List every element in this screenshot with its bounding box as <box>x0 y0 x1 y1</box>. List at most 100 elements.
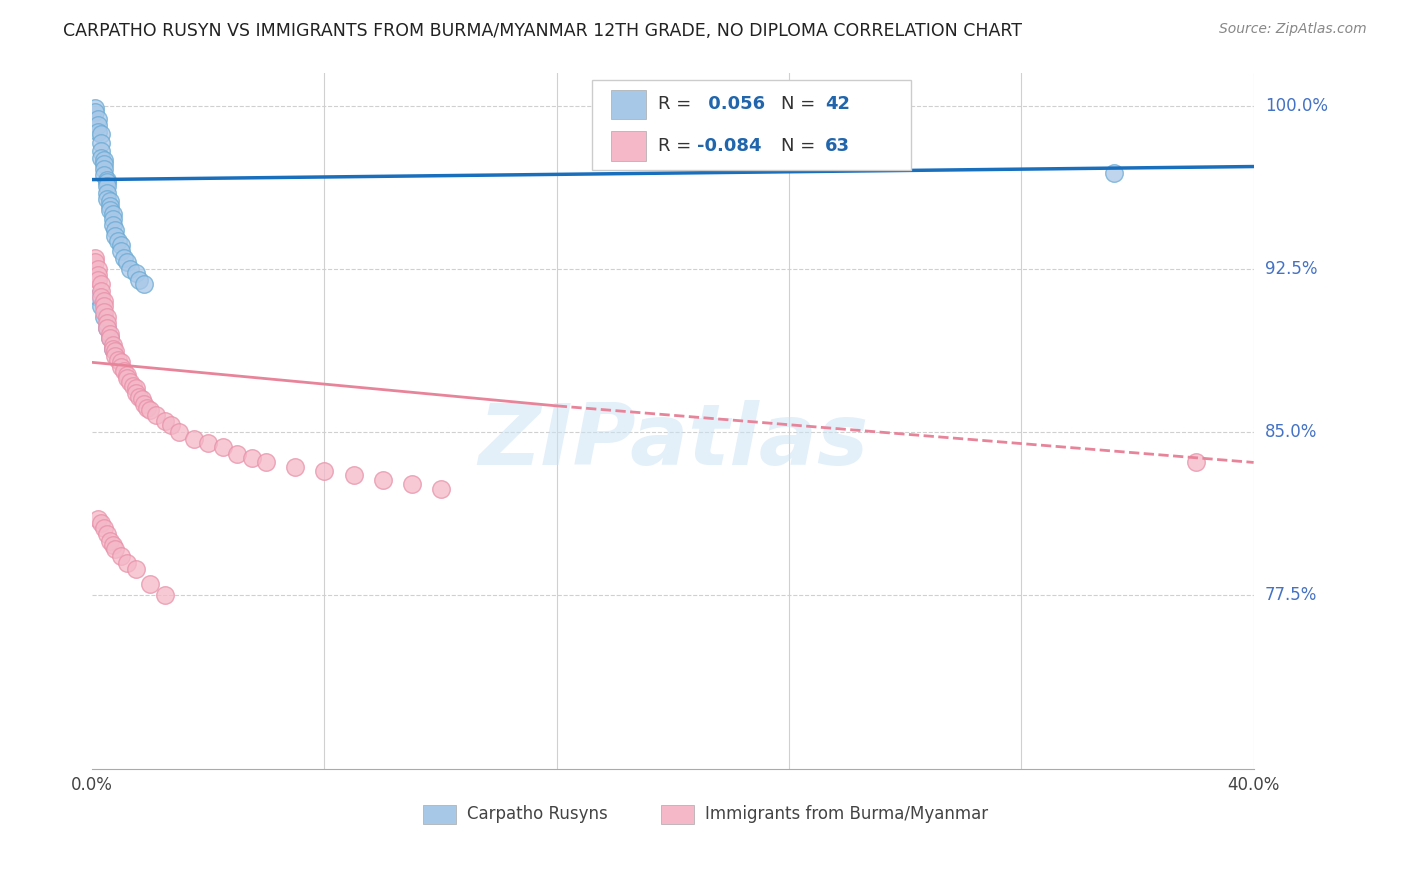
Point <box>96 320 118 334</box>
Point <box>96 310 118 324</box>
Point <box>104 229 127 244</box>
Point <box>125 385 148 400</box>
Point <box>211 440 233 454</box>
Point <box>98 327 121 342</box>
Point <box>90 136 112 150</box>
Point <box>101 538 124 552</box>
Point <box>125 562 148 576</box>
Point <box>115 368 138 383</box>
Point <box>90 151 112 165</box>
Point <box>98 331 121 345</box>
Point <box>96 320 118 334</box>
FancyBboxPatch shape <box>612 90 647 119</box>
Point <box>93 294 115 309</box>
Point <box>139 577 162 591</box>
Point <box>115 370 138 384</box>
Point <box>110 355 132 369</box>
Point <box>136 401 159 415</box>
Point <box>101 219 124 233</box>
Text: R =: R = <box>658 95 697 113</box>
Point <box>254 455 277 469</box>
Point <box>96 186 118 200</box>
Point <box>90 127 112 141</box>
Point <box>93 310 115 324</box>
Point <box>284 459 307 474</box>
Point <box>134 277 156 291</box>
Point <box>139 403 162 417</box>
Point <box>90 284 112 298</box>
Point <box>110 359 132 374</box>
Text: Immigrants from Burma/Myanmar: Immigrants from Burma/Myanmar <box>706 805 988 823</box>
Point <box>107 234 129 248</box>
Point <box>101 343 124 357</box>
Point <box>84 251 107 265</box>
Point <box>96 175 118 189</box>
Point <box>90 145 112 159</box>
Point <box>101 211 124 226</box>
Point <box>93 521 115 535</box>
Point <box>96 527 118 541</box>
Point <box>101 338 124 352</box>
Point <box>115 556 138 570</box>
Point <box>87 112 110 126</box>
Point <box>104 349 127 363</box>
Text: CARPATHO RUSYN VS IMMIGRANTS FROM BURMA/MYANMAR 12TH GRADE, NO DIPLOMA CORRELATI: CARPATHO RUSYN VS IMMIGRANTS FROM BURMA/… <box>63 22 1022 40</box>
Point <box>314 464 336 478</box>
Text: 77.5%: 77.5% <box>1265 586 1317 604</box>
Text: R =: R = <box>658 137 697 155</box>
Point <box>96 179 118 194</box>
Point <box>342 468 364 483</box>
Text: N =: N = <box>780 95 821 113</box>
Point <box>128 390 150 404</box>
Point <box>112 251 135 265</box>
Point <box>96 172 118 186</box>
Point <box>429 482 451 496</box>
Text: 42: 42 <box>825 95 851 113</box>
FancyBboxPatch shape <box>423 805 456 824</box>
FancyBboxPatch shape <box>612 131 647 161</box>
FancyBboxPatch shape <box>592 80 911 170</box>
Point <box>90 290 112 304</box>
Point <box>118 261 141 276</box>
Point <box>87 268 110 283</box>
Point <box>84 255 107 269</box>
Point <box>371 473 394 487</box>
Point <box>98 533 121 548</box>
Point <box>125 266 148 280</box>
Point <box>153 588 176 602</box>
Point <box>90 516 112 531</box>
Point <box>90 277 112 291</box>
Text: 92.5%: 92.5% <box>1265 260 1317 277</box>
Point <box>84 105 107 120</box>
Point <box>110 549 132 563</box>
Point <box>93 299 115 313</box>
Point <box>131 392 153 407</box>
Point <box>110 238 132 252</box>
Point <box>98 199 121 213</box>
Point <box>128 273 150 287</box>
Point <box>1102 166 1125 180</box>
Point <box>87 118 110 132</box>
Point <box>159 418 181 433</box>
Point <box>98 194 121 209</box>
Point <box>401 477 423 491</box>
Point <box>110 244 132 259</box>
Text: ZIPatlas: ZIPatlas <box>478 401 868 483</box>
Point <box>104 222 127 236</box>
Point <box>87 261 110 276</box>
Point <box>107 353 129 368</box>
Point <box>93 157 115 171</box>
Point <box>93 161 115 176</box>
Text: Source: ZipAtlas.com: Source: ZipAtlas.com <box>1219 22 1367 37</box>
Point <box>93 153 115 167</box>
Point <box>98 331 121 345</box>
Text: N =: N = <box>780 137 821 155</box>
Point <box>1184 455 1206 469</box>
Point <box>134 397 156 411</box>
Point <box>197 435 219 450</box>
Point <box>121 379 143 393</box>
Point <box>101 207 124 221</box>
Point <box>125 381 148 395</box>
Text: -0.084: -0.084 <box>697 137 762 155</box>
Point <box>104 542 127 557</box>
